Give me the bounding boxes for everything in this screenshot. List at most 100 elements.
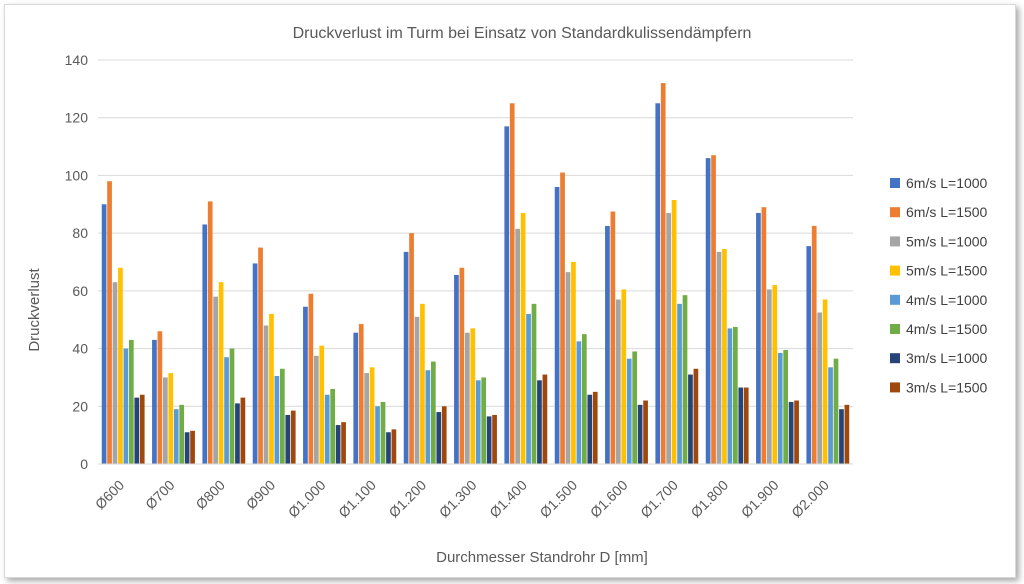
bar (727, 328, 733, 464)
y-axis-ticks: 0 20 40 60 80 100 120 140 (65, 52, 89, 472)
bar (666, 212, 672, 464)
bar (279, 368, 285, 464)
bar (772, 285, 778, 464)
bar (637, 404, 643, 464)
bar (655, 103, 661, 465)
bar (269, 313, 274, 464)
bar (303, 306, 308, 464)
bar (777, 352, 783, 464)
legend-label: 4m/s L=1500 (906, 321, 988, 337)
x-tick-label: Ø1.500 (536, 477, 580, 521)
chart-title: Druckverlust im Turm bei Einsatz von Sta… (293, 25, 752, 42)
legend-swatch (890, 294, 900, 305)
y-tick-label: 40 (72, 341, 88, 357)
bar (420, 303, 425, 464)
bar (107, 181, 112, 464)
bar (464, 332, 470, 464)
bar (626, 358, 632, 464)
x-tick-label: Ø600 (92, 477, 128, 513)
bar (806, 246, 812, 464)
bar (705, 158, 711, 464)
bar (118, 267, 123, 464)
bar (475, 380, 481, 464)
bar (274, 375, 280, 464)
bar (660, 83, 666, 464)
bar (263, 325, 269, 464)
bar (386, 432, 391, 464)
legend-label: 4m/s L=1000 (906, 292, 988, 308)
legend-label: 3m/s L=1000 (906, 350, 988, 366)
bar (560, 172, 565, 465)
bar (615, 299, 621, 464)
legend-swatch (890, 353, 900, 364)
bar (218, 282, 224, 464)
bar (722, 249, 727, 464)
bar (470, 328, 476, 464)
x-tick-label: Ø2.000 (788, 477, 832, 521)
bar (822, 299, 828, 464)
bar (581, 334, 587, 464)
bar (783, 350, 789, 464)
bar (157, 331, 163, 464)
bar (454, 274, 459, 464)
bar (537, 380, 542, 464)
bar (213, 296, 219, 464)
bar (811, 225, 817, 464)
x-tick-label: Ø1.400 (486, 477, 530, 521)
bar (252, 263, 258, 464)
bar (162, 377, 168, 464)
bar (520, 212, 526, 464)
bar (123, 348, 129, 464)
y-tick-label: 100 (65, 167, 89, 183)
bar (375, 406, 380, 464)
x-tick-label: Ø1.800 (687, 477, 731, 521)
bar (632, 351, 638, 464)
bar (761, 207, 767, 464)
bar (128, 339, 134, 464)
bar (565, 272, 571, 464)
bar (285, 414, 291, 464)
bar (592, 391, 598, 464)
bar (743, 387, 749, 464)
bar (732, 326, 738, 464)
chart-svg: Druckverlust im Turm bei Einsatz von Sta… (26, 25, 988, 566)
bar (788, 401, 794, 464)
bar (308, 293, 314, 464)
legend: 6m/s L=1000 6m/s L=1500 5m/s L=1000 5m/s L=… (890, 175, 988, 395)
bar (358, 324, 364, 464)
bar (224, 357, 229, 464)
bar (229, 348, 235, 464)
legend-swatch (890, 178, 900, 188)
bar (738, 387, 744, 464)
bar (688, 374, 693, 464)
bar (481, 377, 487, 464)
bar (240, 397, 246, 464)
bar (509, 103, 515, 465)
bar (671, 199, 677, 464)
bar (190, 430, 195, 464)
bar (112, 282, 118, 464)
x-tick-label: Ø1.600 (587, 477, 631, 521)
y-tick-label: 140 (65, 52, 89, 68)
legend-swatch (890, 236, 900, 247)
bar (202, 224, 208, 464)
bar (380, 401, 386, 464)
y-tick-label: 0 (80, 456, 88, 472)
bar (844, 404, 850, 464)
legend-swatch (890, 265, 900, 276)
legend-swatch (890, 207, 900, 218)
bar (643, 400, 648, 464)
legend-label: 6m/s L=1000 (906, 175, 988, 191)
x-tick-label: Ø1.200 (385, 477, 429, 521)
bar (576, 341, 582, 464)
bar (677, 303, 682, 464)
bar (207, 201, 213, 464)
bar (335, 425, 341, 464)
bar (833, 358, 839, 464)
legend-label: 5m/s L=1000 (906, 233, 988, 249)
bar (587, 394, 593, 464)
bar (235, 403, 240, 464)
bar (828, 367, 833, 464)
bar (173, 409, 179, 464)
bar (409, 233, 414, 464)
